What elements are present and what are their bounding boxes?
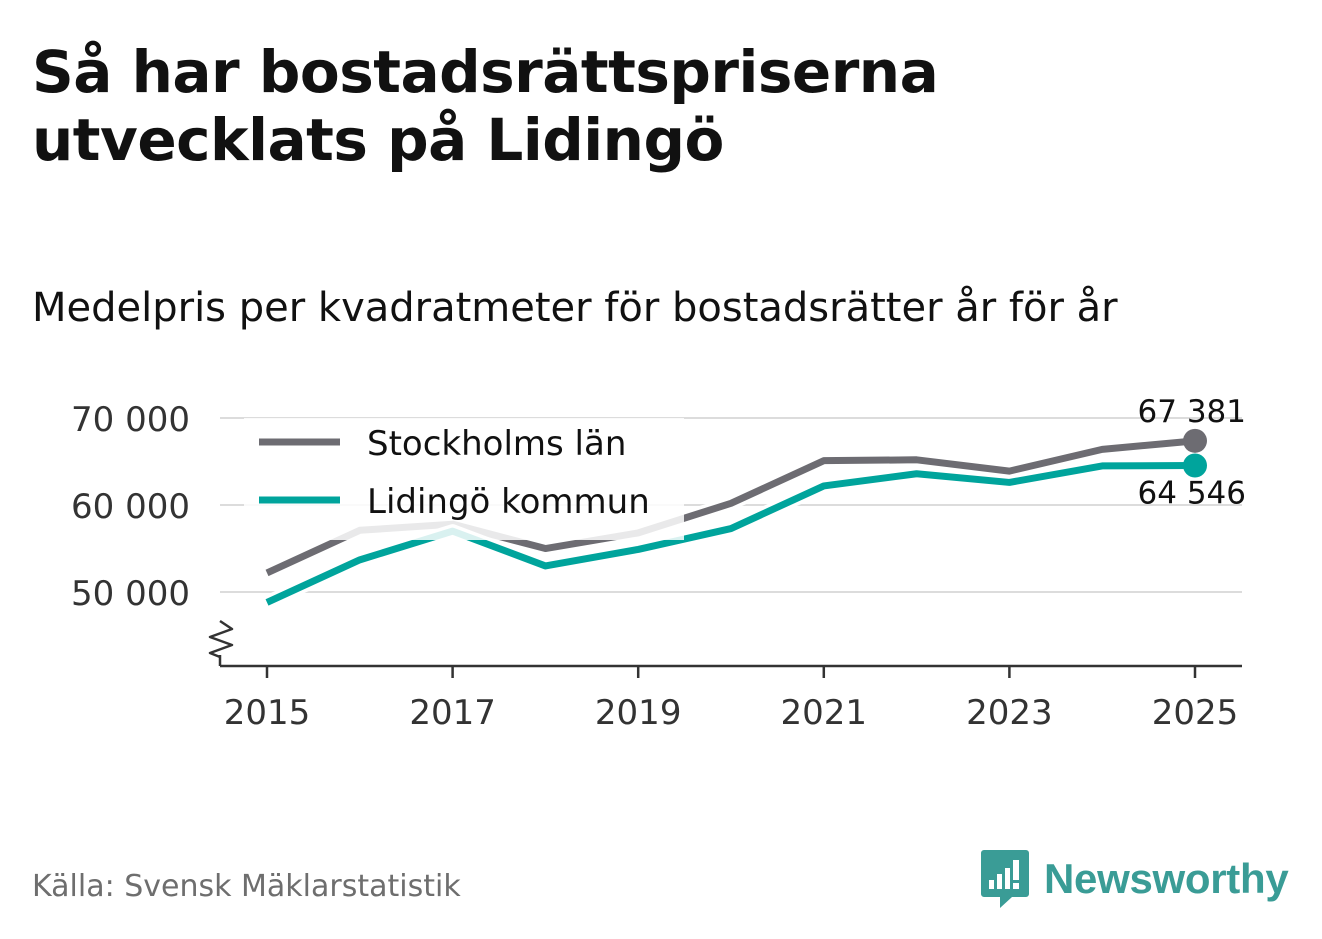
y-tick-label: 50 000 (71, 574, 190, 614)
series-end-marker-0 (1183, 428, 1207, 453)
axis-break-icon (208, 619, 234, 659)
x-tick-label: 2023 (966, 693, 1053, 733)
source-note: Källa: Svensk Mäklarstatistik (32, 869, 461, 904)
brand-name[interactable]: Newsworthy (1044, 855, 1289, 902)
series-end-marker-1 (1183, 453, 1207, 478)
y-tick-label: 70 000 (71, 400, 190, 440)
x-tick-label: 2019 (595, 693, 682, 733)
series-line-1 (265, 461, 1196, 606)
y-tick-label: 60 000 (71, 487, 190, 527)
chart-title: Så har bostadsrättspriserna utvecklats p… (32, 38, 939, 174)
x-tick-label: 2015 (224, 693, 311, 733)
x-tick-label: 2017 (409, 693, 496, 733)
legend-label-0: Stockholms län (367, 424, 626, 464)
brand-logo[interactable]: Newsworthy (980, 848, 1289, 910)
newsworthy-logo-icon (981, 850, 1029, 908)
legend-label-1: Lidingö kommun (367, 482, 650, 522)
legend-background (244, 418, 684, 540)
x-tick-label: 2025 (1152, 693, 1239, 733)
series-end-label-1: 64 546 (1138, 475, 1246, 511)
chart-subtitle: Medelpris per kvadratmeter för bostadsrä… (32, 285, 1118, 331)
x-tick-label: 2021 (781, 693, 868, 733)
series-end-label-0: 67 381 (1138, 394, 1246, 430)
